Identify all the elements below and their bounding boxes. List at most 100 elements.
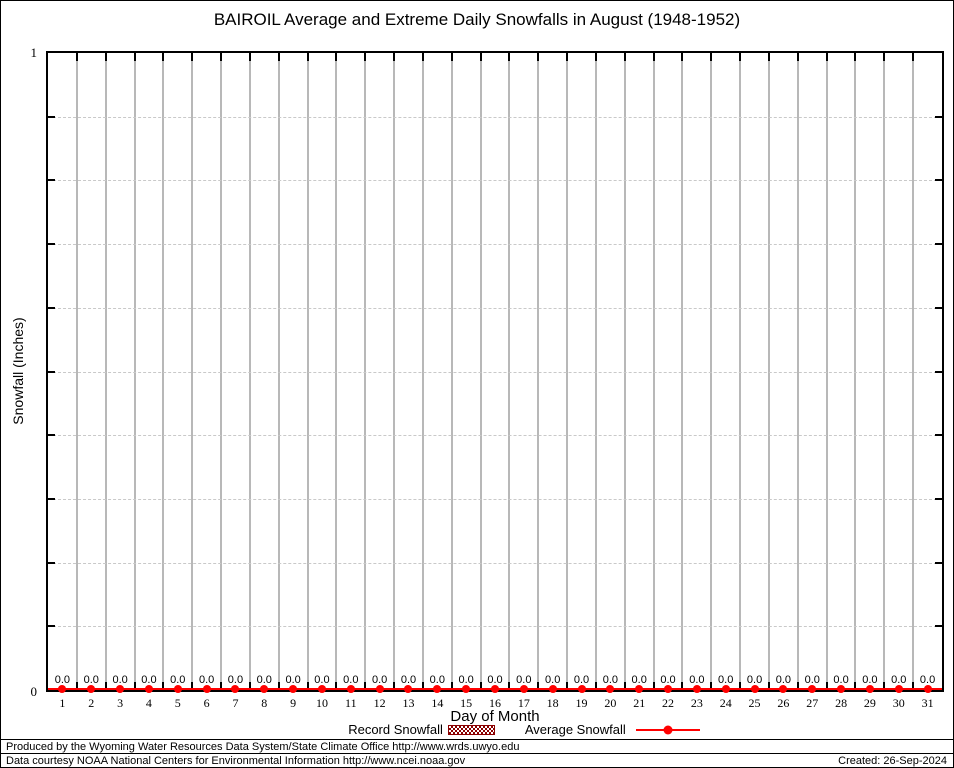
average-snowfall-point: [289, 685, 298, 693]
y-tick-label-max: 1: [30, 45, 38, 60]
x-tick-label: 30: [892, 696, 905, 710]
value-label: 0.0: [631, 674, 647, 686]
value-label: 0.0: [891, 674, 907, 686]
x-tick-label: 18: [546, 696, 559, 710]
average-snowfall-point: [894, 685, 903, 693]
y-tick-left: [48, 115, 55, 118]
y-tick-left: [48, 370, 55, 373]
average-snowfall-point: [260, 685, 269, 693]
value-label: 0.0: [746, 674, 763, 686]
average-snowfall-point: [750, 685, 759, 693]
value-label: 0.0: [371, 674, 388, 686]
x-tick-top: [421, 53, 424, 61]
value-label: 0.0: [487, 674, 503, 686]
x-tick-label: 14: [431, 696, 444, 710]
value-label: 0.0: [141, 674, 157, 686]
legend-label-average-snowfall: Average Snowfall: [524, 722, 626, 737]
x-tick-top: [710, 53, 713, 61]
y-tick-left: [48, 497, 55, 500]
y-tick-right: [935, 370, 942, 373]
value-label: 0.0: [573, 674, 590, 686]
x-tick-bottom: [220, 682, 223, 690]
average-snowfall-point: [87, 685, 96, 693]
x-tick-bottom: [104, 682, 107, 690]
x-tick-bottom: [479, 682, 482, 690]
record-snowfall-swatch: [447, 724, 495, 735]
y-tick-left: [48, 434, 55, 437]
value-label: 0.0: [54, 674, 71, 686]
average-snowfall-point: [491, 685, 499, 693]
average-snowfall-point: [865, 685, 874, 693]
grid-line-horizontal: [48, 116, 942, 118]
created-date: Created: 26-Sep-2024: [838, 755, 947, 767]
y-tick-right: [935, 561, 942, 564]
value-label: 0.0: [602, 674, 618, 686]
x-tick-label: 20: [604, 696, 617, 710]
value-label: 0.0: [256, 674, 272, 686]
x-tick-label: 7: [232, 696, 239, 710]
legend-label-record-snowfall: Record Snowfall: [348, 722, 443, 737]
x-tick-top: [739, 53, 742, 61]
x-tick-label: 23: [690, 696, 703, 710]
chart-legend: Record Snowfall Average Snowfall: [95, 722, 953, 737]
x-tick-bottom: [796, 682, 799, 690]
average-snowfall-point: [58, 685, 67, 693]
x-tick-top: [566, 53, 569, 61]
x-tick-top: [594, 53, 597, 61]
value-label: 0.0: [285, 674, 301, 686]
average-snowfall-point: [577, 685, 586, 693]
average-snowfall-point: [519, 685, 528, 693]
average-snowfall-point: [837, 685, 846, 693]
x-tick-bottom: [450, 682, 453, 690]
average-snowfall-point: [779, 685, 788, 693]
x-tick-top: [796, 53, 799, 61]
x-tick-label: 31: [921, 696, 934, 710]
x-tick-label: 21: [633, 696, 646, 710]
x-tick-label: 16: [489, 696, 501, 710]
y-tick-left: [48, 243, 55, 246]
x-tick-top: [220, 53, 223, 61]
x-tick-top: [75, 53, 78, 61]
average-snowfall-point: [548, 685, 557, 693]
value-label: 0.0: [198, 674, 215, 686]
y-tick-left: [48, 306, 55, 309]
value-label: 0.0: [545, 674, 561, 686]
x-tick-label: 25: [748, 696, 761, 710]
footer-divider-middle: [1, 753, 953, 754]
y-tick-right: [935, 243, 942, 246]
x-tick-bottom: [594, 682, 597, 690]
x-tick-top: [854, 53, 857, 61]
x-tick-bottom: [277, 682, 280, 690]
x-tick-top: [537, 53, 540, 61]
x-tick-label: 13: [402, 696, 415, 710]
grid-line-horizontal: [48, 498, 942, 500]
grid-line-horizontal: [48, 371, 942, 373]
x-tick-top: [450, 53, 453, 61]
average-snowfall-point: [346, 685, 355, 693]
average-snowfall-swatch: [635, 725, 700, 734]
x-tick-bottom: [248, 682, 251, 690]
average-snowfall-point: [808, 685, 817, 693]
average-snowfall-point: [635, 685, 644, 693]
value-label: 0.0: [112, 674, 128, 686]
average-snowfall-point: [317, 685, 326, 693]
x-tick-bottom: [710, 682, 713, 690]
y-tick-right: [935, 497, 942, 500]
x-tick-top: [335, 53, 338, 61]
average-snowfall-marker-icon: [663, 725, 673, 734]
x-tick-bottom: [75, 682, 78, 690]
x-tick-top: [248, 53, 251, 61]
x-tick-bottom: [681, 682, 684, 690]
footer-divider-top: [1, 739, 953, 740]
average-snowfall-point: [692, 685, 701, 693]
x-tick-bottom: [421, 682, 424, 690]
value-label: 0.0: [660, 674, 676, 686]
y-tick-right: [935, 306, 942, 309]
value-label: 0.0: [919, 674, 936, 686]
x-tick-top: [508, 53, 511, 61]
x-tick-label: 22: [662, 696, 675, 710]
x-tick-top: [364, 53, 367, 61]
y-tick-right: [935, 179, 942, 182]
grid-line-horizontal: [48, 435, 942, 437]
